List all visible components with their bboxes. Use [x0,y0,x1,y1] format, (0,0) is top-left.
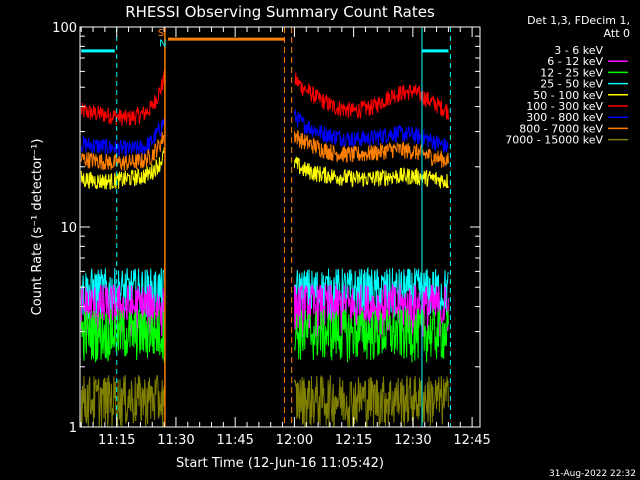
flag-label-0: S [158,28,164,39]
legend-header-line-1: Det 1,3, FDecim 1, [527,14,630,27]
legend-entry-label-7: 800 - 7000 keV [519,122,603,135]
series-line-0-segment-0 [80,70,165,127]
legend-entry-label-3: 25 - 50 keV [540,78,603,91]
legend-header-line-2: Att 0 [604,27,630,40]
y-axis-label: Count Rate (s⁻¹ detector⁻¹) [30,139,45,316]
legend-entry-label-6: 300 - 800 keV [526,111,603,124]
series-line-6-segment-1 [293,308,449,363]
x-tick-label-6: 12:45 [453,433,490,448]
series-line-1-segment-1 [293,109,449,154]
legend-entry-label-0: 3 - 6 keV [554,44,603,57]
series-line-5-segment-0 [80,283,165,337]
x-tick-label-5: 12:30 [394,433,431,448]
series-line-2-segment-1 [293,130,449,168]
legend-entry-label-4: 50 - 100 keV [533,89,603,102]
x-tick-label-0: 11:15 [98,433,135,448]
series-line-0-segment-1 [294,72,449,120]
chart-title: RHESSI Observing Summary Count Rates [125,3,435,21]
footer-timestamp: 31-Aug-2022 22:32 [549,469,636,479]
axis-ticks: 11:15 11:30 11:45 12:00 12:15 12:30 12:45 1 10 10… [52,21,491,448]
series-line-3-segment-1 [293,156,449,189]
flag-label-1: N [159,38,166,49]
x-tick-label-1: 11:30 [157,433,194,448]
x-tick-label-3: 12:00 [276,433,313,448]
legend-entry-label-8: 7000 - 15000 keV [505,134,603,147]
y-tick-label-0: 1 [69,421,77,436]
x-tick-label-2: 11:45 [216,433,253,448]
series-line-6-segment-0 [80,308,165,363]
series-line-2-segment-0 [80,131,165,172]
flag-marks: SN [81,27,451,427]
series-line-3-segment-0 [80,147,165,190]
x-axis-label: Start Time (12-Jun-16 11:05:42) [176,456,384,471]
series-line-8-segment-0 [80,374,165,428]
legend-entry-label-5: 100 - 300 keV [526,100,603,113]
x-tick-label-4: 12:15 [335,433,372,448]
legend-entry-label-2: 12 - 25 keV [540,66,603,79]
series-line-1-segment-0 [80,118,165,158]
legend-entry-label-1: 6 - 12 keV [547,55,603,68]
plot-marks [80,70,449,429]
series-line-8-segment-1 [293,375,449,429]
y-tick-label-1: 10 [60,221,77,236]
y-tick-label-2: 100 [52,21,77,36]
